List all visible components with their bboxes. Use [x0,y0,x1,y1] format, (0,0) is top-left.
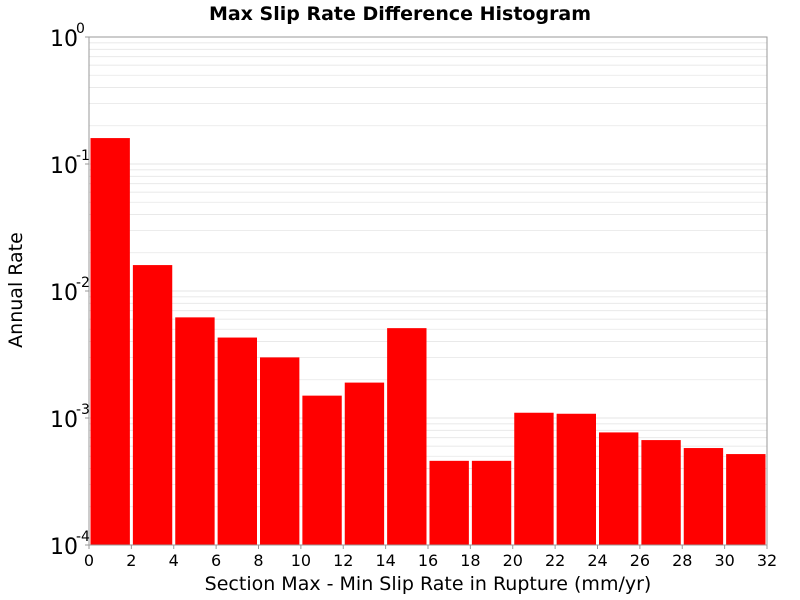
bars [90,138,766,545]
histogram-bar [260,357,300,545]
histogram-bar [302,395,342,545]
x-tick-label: 6 [211,551,221,570]
x-tick-label: 0 [84,551,94,570]
histogram-bar [726,454,766,545]
x-tick-label: 4 [169,551,179,570]
x-tick-label: 14 [375,551,395,570]
x-tick-label: 16 [418,551,438,570]
histogram-bar [599,432,639,545]
histogram-bar [175,317,215,545]
y-tick-label: 10 [50,154,78,179]
histogram-bar [514,412,554,545]
y-tick-exponent: -4 [76,529,90,545]
x-tick-label: 24 [587,551,607,570]
y-tick-label: 10 [50,281,78,306]
histogram-bar [429,460,469,545]
x-tick-label: 20 [503,551,523,570]
histogram-bar [471,460,512,545]
histogram-bar [132,265,173,545]
histogram-bar [683,448,724,545]
y-axis-label: Annual Rate [5,232,27,348]
histogram-bar [217,337,257,545]
x-tick-label: 8 [253,551,263,570]
histogram-bar [344,382,385,545]
y-tick-label: 10 [50,535,78,560]
y-tick-exponent: -2 [76,275,90,291]
y-tick-exponent: 0 [76,21,85,37]
x-tick-label: 10 [291,551,311,570]
x-tick-label: 22 [545,551,565,570]
x-tick-label: 32 [757,551,777,570]
y-tick-label: 10 [50,408,78,433]
x-tick-label: 12 [333,551,353,570]
x-tick-label: 2 [126,551,136,570]
x-axis-label: Section Max - Min Slip Rate in Rupture (… [205,573,652,595]
histogram-bar [556,413,596,545]
chart-title: Max Slip Rate Difference Histogram [209,3,591,25]
histogram-bar [387,328,427,545]
x-tick-label: 18 [460,551,480,570]
x-tick-label: 28 [672,551,692,570]
y-tick-exponent: -1 [76,148,90,164]
y-tick-label: 10 [50,27,78,52]
histogram-bar [641,440,681,545]
x-axis-ticks: 0 2 4 6 8 10 12 14 16 18 20 22 24 26 28 30 32 [84,545,777,570]
x-tick-label: 30 [714,551,734,570]
histogram-bar [90,138,130,545]
y-tick-exponent: -3 [76,402,90,418]
x-tick-label: 26 [630,551,650,570]
